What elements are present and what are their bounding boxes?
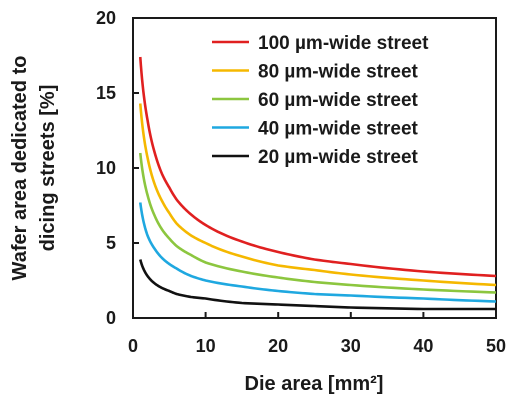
series-line-1 [138,56,497,278]
series-line-5 [139,259,496,311]
x-axis-title: Die area [mm²] [245,373,384,395]
legend-label: 20 µm-wide street [258,147,419,168]
y-axis-title-line-1: Wafer area dedicated to [9,56,31,281]
series-line-2 [138,103,497,287]
x-tick-label: 30 [341,336,361,356]
y-tick-label: 5 [106,233,116,253]
x-tick-label: 0 [128,336,138,356]
y-axis-title-line-2: dicing streets [%] [37,85,59,252]
x-tick-label: 20 [268,336,288,356]
x-tick-label: 10 [196,336,216,356]
x-tick-label: 50 [486,336,506,356]
x-tick-label: 40 [413,336,433,356]
series-group [138,56,497,311]
legend: 100 µm-wide street 80 µm-wide street 60 µm… [212,33,429,168]
y-tick-label: 20 [96,8,116,28]
y-tick-label: 10 [96,158,116,178]
legend-label: 100 µm-wide street [258,33,429,54]
series-line-3 [138,152,497,294]
y-tick-label: 15 [96,83,116,103]
ticks-group: 0 10 20 30 40 50 0 5 10 15 20 [96,8,506,356]
series-line-4 [138,202,497,303]
legend-label: 80 µm-wide street [258,62,419,83]
legend-label: 40 µm-wide street [258,119,419,140]
legend-label: 60 µm-wide street [258,90,419,111]
y-tick-label: 0 [106,308,116,328]
